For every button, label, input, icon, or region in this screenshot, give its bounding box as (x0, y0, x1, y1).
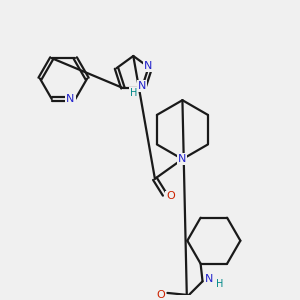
Text: N: N (205, 274, 214, 284)
Text: N: N (178, 154, 187, 164)
Text: O: O (166, 191, 175, 202)
Text: H: H (216, 279, 223, 289)
Text: H: H (130, 88, 138, 98)
Text: N: N (137, 81, 146, 91)
Text: N: N (144, 61, 152, 71)
Text: N: N (66, 94, 75, 104)
Text: O: O (156, 290, 165, 300)
